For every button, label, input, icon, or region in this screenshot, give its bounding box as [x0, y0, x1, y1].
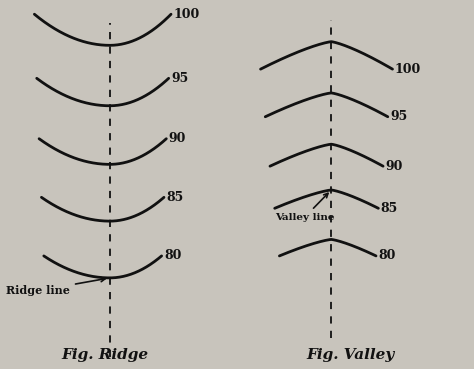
- Text: 100: 100: [173, 8, 200, 21]
- Text: 90: 90: [385, 160, 403, 173]
- Text: 85: 85: [381, 202, 398, 215]
- Text: Fig. Ridge: Fig. Ridge: [62, 348, 149, 362]
- Text: 95: 95: [390, 110, 407, 123]
- Text: 100: 100: [395, 63, 421, 76]
- Text: 80: 80: [378, 249, 396, 262]
- Text: 95: 95: [171, 72, 188, 85]
- Text: 85: 85: [166, 191, 183, 204]
- Text: 80: 80: [164, 249, 182, 262]
- Text: Ridge line: Ridge line: [6, 277, 105, 296]
- Text: Fig. Valley: Fig. Valley: [306, 348, 394, 362]
- Text: Valley line: Valley line: [275, 193, 334, 222]
- Text: 90: 90: [169, 132, 186, 145]
